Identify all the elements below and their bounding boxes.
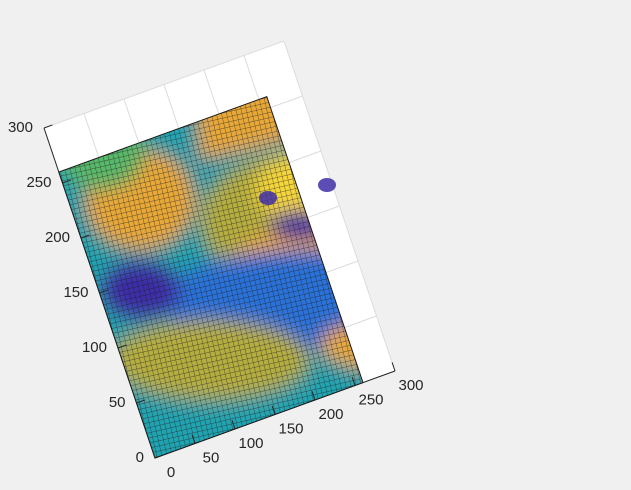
eye-spot [259, 191, 277, 205]
y-tick-labels: 0 50 100 150 200 250 300 [8, 119, 144, 466]
x-tick-label: 150 [278, 421, 303, 438]
color-region [345, 115, 364, 185]
tick-marks [43, 124, 396, 459]
color-region [450, 255, 530, 345]
y-grid-line [43, 40, 285, 129]
y-tick-label: 300 [8, 119, 33, 136]
y-tick-label: 100 [82, 339, 107, 356]
eye-spot [318, 178, 336, 192]
x-tick-label: 0 [167, 464, 175, 481]
x-tick-mark [311, 391, 316, 401]
x-tick-mark [351, 376, 356, 386]
x-tick-mark [191, 434, 196, 444]
y-tick-label: 0 [136, 449, 144, 466]
x-tick-label: 300 [398, 377, 423, 394]
x-tick-label: 200 [318, 406, 343, 423]
x-tick-mark [271, 405, 276, 415]
x-tick-mark [231, 420, 236, 430]
x-tick-mark [391, 362, 396, 372]
x-tick-mark [151, 449, 156, 459]
y-tick-label: 250 [26, 174, 51, 191]
y-tick-label: 200 [45, 229, 70, 246]
y-tick-mark [117, 344, 127, 349]
x-tick-label: 250 [358, 392, 383, 409]
surface-edge [58, 95, 364, 459]
y-tick-mark [136, 399, 146, 404]
y-tick-mark [80, 234, 90, 239]
x-tick-label: 50 [203, 450, 220, 467]
y-tick-label: 50 [109, 394, 126, 411]
y-tick-label: 150 [63, 284, 88, 301]
color-region [425, 105, 515, 245]
color-region [473, 214, 501, 250]
x-tick-labels: 0 50 100 150 200 250 300 [167, 377, 424, 481]
y-tick-mark [62, 179, 72, 184]
y-tick-mark [99, 289, 109, 294]
y-tick-mark [154, 454, 164, 459]
x-tick-label: 100 [238, 435, 263, 452]
y-tick-mark [43, 124, 53, 129]
